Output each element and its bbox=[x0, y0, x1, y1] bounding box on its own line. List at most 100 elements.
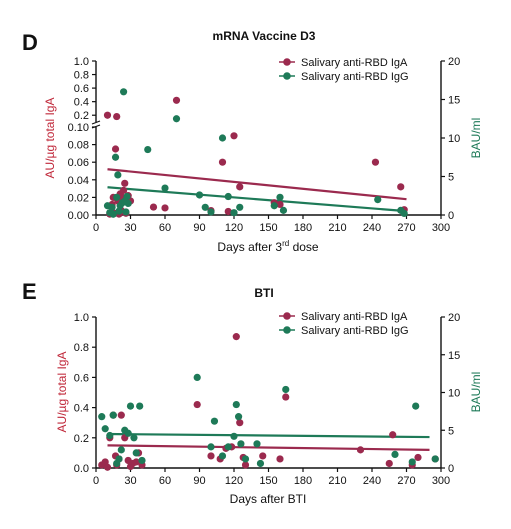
e-point-igg bbox=[126, 402, 135, 410]
e-point-iga bbox=[241, 461, 250, 469]
d-point-iga bbox=[397, 183, 405, 191]
d-x-tick-label: 150 bbox=[259, 222, 277, 234]
e-x-tick-label: 90 bbox=[193, 475, 205, 487]
d-left-tick-label: 0.00 bbox=[68, 210, 89, 222]
e-point-iga bbox=[259, 452, 267, 460]
d-point-igg bbox=[236, 203, 244, 211]
panel-d-xlabel-tail: dose bbox=[289, 240, 319, 254]
e-point-igg bbox=[138, 456, 146, 465]
e-point-igg bbox=[224, 443, 232, 451]
d-left-tick-label: 0.06 bbox=[68, 157, 89, 169]
d-point-igg bbox=[218, 134, 227, 142]
d-point-iga bbox=[224, 207, 232, 216]
d-point-iga bbox=[218, 158, 227, 166]
e-left-tick-label: 0.0 bbox=[74, 463, 89, 475]
e-point-igg bbox=[207, 443, 215, 451]
d-left-tick-label: 0.4 bbox=[74, 97, 89, 109]
panel-d-xlabel-sup: rd bbox=[282, 239, 289, 248]
panel-d-x-ticks: 0 30 60 90 120 150 180 210 240 270 300 bbox=[93, 215, 450, 234]
d-point-igg bbox=[113, 193, 121, 201]
d-left-tick-label: 0.08 bbox=[68, 140, 89, 152]
d-point-iga bbox=[230, 132, 238, 140]
e-point-igg bbox=[210, 417, 219, 425]
panel-e-left-ticks: 0.0 0.2 0.4 0.6 0.8 1.0 bbox=[74, 312, 96, 475]
e-point-iga bbox=[385, 459, 393, 468]
d-point-igg bbox=[270, 202, 278, 210]
d-right-tick-label: 20 bbox=[448, 56, 460, 68]
d-point-igg bbox=[224, 192, 232, 201]
panel-e: E BTI 0.0 0.2 0.4 0.6 0.8 1.0 0 5 10 15 20 0 30 60 9… bbox=[22, 279, 483, 506]
e-point-igg bbox=[106, 431, 114, 440]
e-left-tick-label: 0.4 bbox=[74, 403, 89, 415]
e-left-tick-label: 1.0 bbox=[74, 312, 89, 324]
legend-igg-label: Salivary anti-RBD IgG bbox=[301, 325, 409, 337]
d-trendline-iga bbox=[107, 168, 407, 201]
e-point-igg bbox=[218, 452, 227, 460]
e-trendline-iga bbox=[107, 444, 430, 451]
panel-e-points bbox=[98, 333, 439, 471]
panel-d-right-ticks: 0 5 10 15 20 bbox=[441, 56, 460, 222]
d-point-iga bbox=[103, 111, 112, 119]
panel-e-letter: E bbox=[22, 279, 37, 304]
d-x-tick-label: 270 bbox=[397, 222, 415, 234]
e-x-tick-label: 240 bbox=[363, 475, 381, 487]
e-point-iga bbox=[207, 452, 215, 460]
d-point-igg bbox=[122, 208, 130, 216]
e-x-tick-label: 210 bbox=[328, 475, 346, 487]
d-point-igg bbox=[120, 88, 128, 96]
panel-d-points bbox=[103, 88, 408, 218]
panel-e-ylabel-right: BAU/ml bbox=[469, 372, 483, 413]
e-point-igg bbox=[132, 449, 140, 457]
d-left-tick-label: 0.6 bbox=[74, 83, 89, 95]
d-point-iga bbox=[121, 179, 129, 187]
e-point-iga bbox=[282, 393, 290, 401]
panel-e-x-ticks: 0 30 60 90 120 150 180 210 240 270 300 bbox=[93, 468, 450, 487]
d-point-iga bbox=[111, 145, 120, 153]
e-point-iga bbox=[232, 333, 240, 341]
d-point-igg bbox=[374, 196, 382, 204]
d-right-tick-label: 0 bbox=[448, 210, 454, 222]
e-point-igg bbox=[101, 425, 109, 433]
e-point-iga bbox=[193, 400, 201, 409]
d-left-tick-label: 0.10 bbox=[68, 122, 89, 134]
d-point-igg bbox=[109, 210, 117, 218]
e-point-iga bbox=[356, 446, 365, 454]
e-point-igg bbox=[230, 432, 238, 440]
e-right-tick-label: 0 bbox=[448, 463, 454, 475]
e-point-iga bbox=[236, 419, 244, 427]
e-x-tick-label: 30 bbox=[124, 475, 136, 487]
d-point-iga bbox=[120, 186, 128, 194]
e-point-iga bbox=[132, 458, 140, 466]
d-point-igg bbox=[123, 192, 131, 201]
panel-d-ylabel-right: BAU/ml bbox=[469, 118, 483, 159]
e-point-igg bbox=[431, 455, 439, 463]
e-point-igg bbox=[253, 440, 261, 448]
e-point-igg bbox=[282, 385, 290, 394]
d-left-tick-label: 0.8 bbox=[74, 70, 89, 82]
d-point-iga bbox=[172, 96, 181, 104]
d-point-igg bbox=[276, 193, 284, 201]
d-point-igg bbox=[195, 191, 204, 199]
panel-d-left-ticks: 0.00 0.02 0.04 0.06 0.08 0.100.20.4 0.60.8 1.0 bbox=[68, 56, 96, 222]
panel-d-letter: D bbox=[22, 30, 38, 55]
e-point-iga bbox=[389, 431, 397, 439]
panel-e-right-ticks: 0 5 10 15 20 bbox=[441, 312, 460, 475]
d-x-tick-label: 210 bbox=[328, 222, 346, 234]
legend-iga-marker bbox=[283, 312, 291, 320]
panel-d-xlabel-main: Days after 3 bbox=[217, 240, 282, 254]
panel-d-trendlines bbox=[107, 168, 407, 213]
legend-igg-marker bbox=[283, 72, 291, 80]
e-point-igg bbox=[117, 446, 125, 454]
d-left-tick-label: 1.0 bbox=[74, 56, 89, 68]
e-point-igg bbox=[412, 402, 420, 410]
d-point-igg bbox=[114, 171, 122, 179]
e-point-igg bbox=[241, 455, 250, 463]
d-point-igg bbox=[207, 208, 215, 216]
d-point-igg bbox=[230, 209, 238, 217]
e-point-igg bbox=[237, 440, 245, 448]
d-point-igg bbox=[172, 115, 181, 123]
d-point-iga bbox=[371, 158, 380, 166]
d-point-iga bbox=[149, 203, 158, 211]
d-right-tick-label: 10 bbox=[448, 133, 460, 145]
